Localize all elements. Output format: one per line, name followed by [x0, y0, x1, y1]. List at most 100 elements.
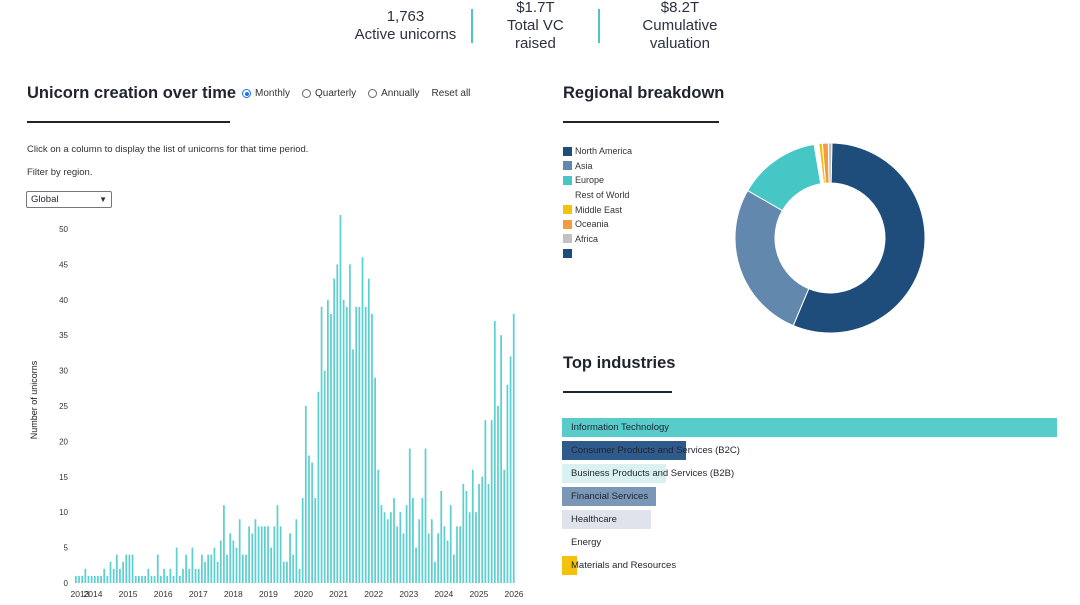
timeline-bar[interactable] — [314, 498, 317, 583]
timeline-bar[interactable] — [112, 568, 115, 583]
timeline-bar[interactable] — [415, 547, 417, 583]
timeline-bar[interactable] — [241, 554, 244, 583]
radio-annually[interactable]: Annually — [368, 88, 420, 99]
timeline-bar[interactable] — [257, 526, 260, 583]
timeline-bar[interactable] — [188, 568, 191, 583]
timeline-bar[interactable] — [238, 519, 241, 583]
timeline-bar[interactable] — [150, 575, 153, 583]
timeline-bar[interactable] — [327, 299, 329, 583]
timeline-bar[interactable] — [81, 575, 84, 583]
timeline-bar[interactable] — [279, 526, 282, 583]
timeline-bar[interactable] — [185, 554, 187, 583]
timeline-bar[interactable] — [304, 406, 307, 583]
timeline-bar[interactable] — [131, 554, 134, 583]
timeline-bar[interactable] — [119, 568, 121, 583]
timeline-bar[interactable] — [390, 512, 392, 583]
timeline-bar[interactable] — [367, 278, 370, 583]
timeline-bar[interactable] — [163, 568, 165, 583]
timeline-bar[interactable] — [235, 547, 238, 583]
timeline-bar[interactable] — [128, 554, 131, 583]
timeline-bar[interactable] — [160, 575, 162, 583]
timeline-bar[interactable] — [178, 575, 181, 583]
timeline-bar[interactable] — [153, 575, 156, 583]
timeline-bar[interactable] — [465, 490, 468, 583]
timeline-bar[interactable] — [396, 526, 399, 583]
radio-unselected-icon[interactable] — [368, 89, 378, 98]
timeline-bar[interactable] — [172, 575, 175, 583]
timeline-bar[interactable] — [377, 469, 380, 583]
radio-label[interactable]: Monthly — [255, 88, 291, 99]
timeline-bar[interactable] — [144, 575, 147, 583]
timeline-bar[interactable] — [87, 575, 90, 583]
timeline-bar[interactable] — [201, 554, 203, 583]
timeline-bar[interactable] — [453, 554, 455, 583]
timeline-bar[interactable] — [349, 264, 351, 583]
timeline-bar[interactable] — [383, 512, 386, 583]
timeline-bar[interactable] — [323, 370, 326, 583]
timeline-bar[interactable] — [503, 469, 506, 583]
timeline-bar[interactable] — [481, 476, 484, 583]
timeline-bar[interactable] — [509, 356, 512, 583]
timeline-bar[interactable] — [106, 575, 109, 583]
industry-bar[interactable] — [562, 441, 686, 460]
timeline-bar[interactable] — [194, 568, 197, 583]
timeline-bar[interactable] — [245, 554, 247, 583]
timeline-bar[interactable] — [248, 526, 250, 583]
timeline-bar[interactable] — [90, 575, 93, 583]
timeline-bar[interactable] — [418, 519, 421, 583]
timeline-bar[interactable] — [122, 561, 124, 583]
timeline-bar[interactable] — [421, 498, 424, 583]
timeline-bar[interactable] — [371, 313, 373, 583]
timeline-bar[interactable] — [380, 505, 383, 583]
radio-quarterly[interactable]: Quarterly — [302, 88, 356, 99]
timeline-bar[interactable] — [207, 554, 210, 583]
radio-unselected-icon[interactable] — [302, 89, 312, 98]
timeline-bar[interactable] — [493, 321, 496, 583]
industry-row[interactable]: Materials and Resources — [562, 556, 1057, 575]
industry-row[interactable]: Information Technology — [562, 418, 1057, 437]
timeline-bar[interactable] — [204, 561, 206, 583]
timeline-bar[interactable] — [169, 568, 172, 583]
timeline-bar[interactable] — [270, 547, 273, 583]
radio-monthly[interactable]: Monthly — [242, 88, 290, 99]
legend-item[interactable]: Oceania — [563, 217, 632, 232]
timeline-bar[interactable] — [229, 533, 232, 583]
industry-bar[interactable] — [562, 418, 1057, 437]
radio-selected-icon[interactable] — [242, 89, 251, 98]
donut-slice[interactable] — [734, 189, 810, 327]
timeline-bar[interactable] — [374, 377, 376, 583]
timeline-bar[interactable] — [273, 526, 276, 583]
timeline-bar[interactable] — [364, 306, 367, 583]
timeline-bar[interactable] — [512, 313, 515, 583]
timeline-bar[interactable] — [456, 526, 458, 583]
legend-item[interactable]: Middle East — [563, 202, 632, 217]
timeline-bar[interactable] — [440, 490, 443, 583]
timeline-bar[interactable] — [352, 349, 354, 583]
donut-slice[interactable] — [827, 142, 833, 184]
timeline-bar[interactable] — [175, 547, 178, 583]
legend-item[interactable]: Rest of World — [563, 188, 632, 203]
timeline-bar[interactable] — [267, 526, 269, 583]
timeline-bar[interactable] — [97, 575, 99, 583]
radio-label[interactable]: Annually — [381, 88, 420, 99]
timeline-bar[interactable] — [251, 533, 254, 583]
timeline-bar[interactable] — [478, 483, 480, 583]
timeline-bar[interactable] — [216, 561, 219, 583]
timeline-bar[interactable] — [430, 519, 433, 583]
timeline-bar[interactable] — [109, 561, 112, 583]
timeline-bar[interactable] — [355, 306, 358, 583]
donut-slice[interactable] — [792, 142, 926, 334]
timeline-bar[interactable] — [156, 554, 159, 583]
timeline-bar[interactable] — [84, 568, 87, 583]
timeline-bar[interactable] — [210, 554, 213, 583]
timeline-bar[interactable] — [336, 264, 339, 583]
timeline-bar[interactable] — [402, 533, 405, 583]
timeline-bar[interactable] — [100, 575, 102, 583]
industry-bar[interactable] — [562, 533, 567, 552]
industry-row[interactable]: Consumer Products and Services (B2C) — [562, 441, 1057, 460]
timeline-bar[interactable] — [342, 299, 345, 583]
timeline-bar[interactable] — [399, 512, 402, 583]
timeline-bar[interactable] — [282, 561, 285, 583]
timeline-bar[interactable] — [412, 498, 414, 583]
industry-row[interactable]: Business Products and Services (B2B) — [562, 464, 1057, 483]
